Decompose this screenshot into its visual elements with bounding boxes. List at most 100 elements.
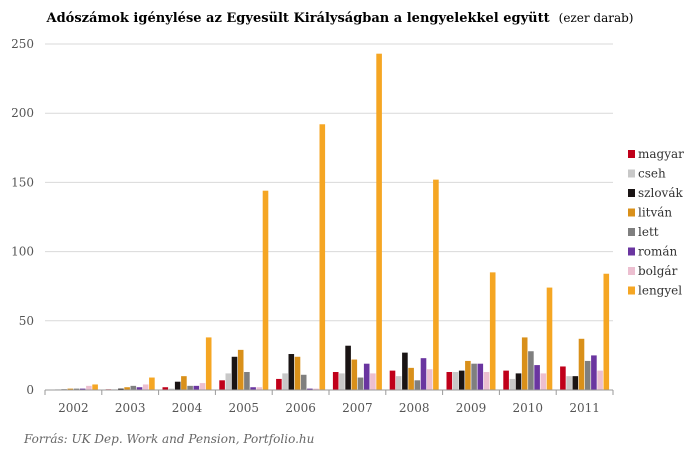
bar-román-2002 xyxy=(79,388,86,390)
legend-swatch-cseh xyxy=(628,169,635,178)
legend-swatch-bolgár xyxy=(628,267,635,275)
source-note: Forrás: UK Dep. Work and Pension, Portfo… xyxy=(23,432,314,446)
bar-lengyel-2009 xyxy=(489,272,496,390)
bar-magyar-2008 xyxy=(389,370,396,390)
bar-lengyel-2005 xyxy=(262,190,269,390)
bar-magyar-2005 xyxy=(219,380,225,390)
legend-swatch-lengyel xyxy=(628,286,635,295)
bar-román-2009 xyxy=(477,363,484,390)
legend-label-cseh: cseh xyxy=(638,167,666,181)
bar-litván-2009 xyxy=(465,360,471,390)
bar-litván-2004 xyxy=(181,376,187,390)
bar-cseh-2006 xyxy=(282,373,288,390)
bar-szlovák-2003 xyxy=(118,388,124,390)
legend-swatch-litván xyxy=(628,208,635,217)
bar-lett-2010 xyxy=(528,351,534,390)
bar-bolgár-2004 xyxy=(199,383,206,390)
legend-label-román: román xyxy=(638,245,677,259)
bar-szlovák-2008 xyxy=(402,352,408,390)
bar-cseh-2005 xyxy=(225,373,232,390)
bar-magyar-2010 xyxy=(503,370,509,390)
bar-lett-2007 xyxy=(357,377,364,390)
bar-bolgár-2011 xyxy=(597,370,603,390)
legend-label-lett: lett xyxy=(638,225,659,239)
x-tick-label: 2011 xyxy=(569,401,600,415)
y-tick-label: 50 xyxy=(19,314,34,328)
y-tick-label: 200 xyxy=(11,106,34,120)
bar-román-2010 xyxy=(534,365,540,390)
bar-lett-2005 xyxy=(244,372,250,390)
y-tick-label: 0 xyxy=(26,383,34,397)
bar-lett-2006 xyxy=(300,374,307,390)
bar-litván-2007 xyxy=(351,359,358,390)
bar-cseh-2004 xyxy=(168,388,175,390)
x-tick-label: 2010 xyxy=(513,401,544,415)
bar-lett-2009 xyxy=(471,363,477,390)
bar-szlovák-2004 xyxy=(174,381,181,390)
legend-swatch-szlovák xyxy=(628,189,635,197)
bar-szlovák-2007 xyxy=(345,345,351,390)
bar-litván-2003 xyxy=(124,387,130,390)
bar-lett-2011 xyxy=(584,360,591,390)
legend-label-lengyel: lengyel xyxy=(638,284,682,298)
bar-bolgár-2010 xyxy=(540,373,547,390)
bar-román-2007 xyxy=(363,363,370,390)
chart-title: Adószámok igénylése az Egyesült Királysá… xyxy=(46,9,634,26)
legend-label-magyar: magyar xyxy=(638,147,684,161)
bar-litván-2010 xyxy=(521,337,528,390)
bar-lengyel-2008 xyxy=(433,179,439,390)
bar-cseh-2011 xyxy=(566,376,572,390)
legend-label-bolgár: bolgár xyxy=(638,264,678,278)
bar-lett-2002 xyxy=(73,388,80,390)
bar-litván-2002 xyxy=(67,388,74,390)
bar-lengyel-2003 xyxy=(149,377,155,390)
bar-lengyel-2010 xyxy=(546,287,553,390)
bar-lengyel-2006 xyxy=(319,124,326,391)
bar-bolgár-2002 xyxy=(86,385,92,390)
bar-román-2011 xyxy=(591,355,597,390)
gridlines xyxy=(45,43,613,322)
y-tick-label: 150 xyxy=(11,175,34,189)
chart-title-text: Adószámok igénylése az Egyesült Királysá… xyxy=(46,11,550,26)
chart-subtitle: (ezer darab) xyxy=(559,11,634,25)
x-tick-label: 2009 xyxy=(456,401,487,415)
x-tick-label: 2008 xyxy=(399,401,430,415)
y-axis-ticks: 0 50 100 150 200 250 xyxy=(11,37,34,397)
bar-román-2004 xyxy=(193,385,200,390)
bar-cseh-2008 xyxy=(395,376,402,390)
bar-bolgár-2003 xyxy=(142,384,149,390)
bar-lengyel-2002 xyxy=(92,384,98,390)
bars xyxy=(48,53,610,391)
bar-litván-2011 xyxy=(578,338,585,390)
bar-litván-2008 xyxy=(408,367,414,390)
bar-lett-2004 xyxy=(187,385,193,390)
bar-román-2008 xyxy=(420,358,427,390)
bar-lengyel-2007 xyxy=(376,53,382,390)
bar-szlovák-2010 xyxy=(515,373,522,390)
bar-szlovák-2009 xyxy=(458,370,465,390)
bar-szlovák-2006 xyxy=(288,354,295,390)
legend-label-szlovák: szlovák xyxy=(638,186,683,200)
bar-lett-2008 xyxy=(414,380,421,390)
x-tick-label: 2006 xyxy=(285,401,316,415)
x-axis-ticks: 2002 2003 2004 2005 2006 2007 2008 2009 2010 2011 xyxy=(44,390,614,415)
legend-swatch-magyar xyxy=(628,150,635,158)
bar-magyar-2011 xyxy=(560,366,566,390)
y-tick-label: 250 xyxy=(11,37,34,51)
bar-román-2006 xyxy=(307,388,313,390)
bar-bolgár-2005 xyxy=(256,387,263,390)
bar-lengyel-2011 xyxy=(603,273,610,390)
x-tick-label: 2004 xyxy=(172,401,203,415)
bar-magyar-2007 xyxy=(332,372,339,390)
bar-bolgár-2006 xyxy=(313,388,319,390)
bar-szlovák-2011 xyxy=(572,376,579,390)
bar-román-2003 xyxy=(136,387,143,390)
x-tick-label: 2007 xyxy=(342,401,373,415)
bar-lett-2003 xyxy=(130,385,137,390)
bar-litván-2006 xyxy=(294,356,301,390)
x-tick-label: 2003 xyxy=(115,401,146,415)
legend-label-litván: litván xyxy=(638,206,672,220)
bar-lengyel-2004 xyxy=(205,337,212,390)
bar-cseh-2010 xyxy=(509,378,516,390)
